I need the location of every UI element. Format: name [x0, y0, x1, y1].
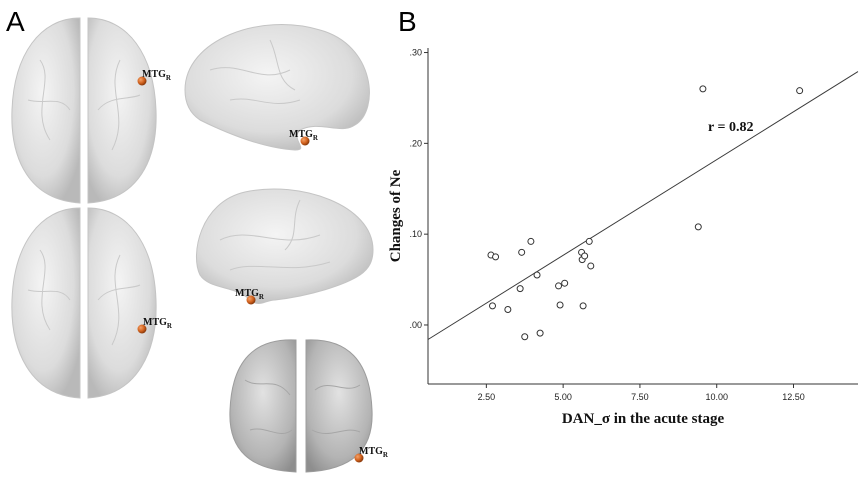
- data-point: [556, 301, 564, 309]
- y-ticks: .00 .10 .20 .30: [409, 48, 428, 330]
- brain-lateral-view: MTGR: [184, 24, 370, 151]
- scatter-plot: 2.50 5.00 7.50 10.00 12.50 .00 .10 .20 .30 r = …: [388, 48, 859, 427]
- mtg-label: MTGR: [143, 317, 173, 330]
- data-point: [555, 282, 563, 290]
- data-point: [581, 252, 589, 260]
- data-point: [492, 253, 500, 261]
- data-point: [536, 329, 544, 337]
- data-point: [504, 306, 512, 314]
- data-point: [587, 262, 595, 270]
- data-point: [579, 302, 587, 310]
- data-point: [521, 333, 529, 341]
- data-point: [585, 237, 593, 245]
- data-point: [527, 237, 535, 245]
- mtg-node: [300, 136, 310, 146]
- brain-dorsal-view: MTGR: [11, 17, 172, 204]
- mtg-label: MTGR: [359, 446, 389, 459]
- mtg-node: [246, 295, 256, 305]
- x-tick-label: 2.50: [478, 392, 496, 402]
- data-points: [487, 85, 804, 341]
- mtg-label: MTGR: [289, 129, 319, 142]
- brain-medial-view: MTGR: [195, 188, 374, 305]
- data-point: [699, 85, 707, 93]
- data-point: [796, 87, 804, 95]
- panel-b-letter: B: [398, 6, 417, 37]
- correlation-annotation: r = 0.82: [708, 120, 753, 135]
- y-tick-label: .10: [409, 229, 422, 239]
- mtg-label: MTGR: [235, 288, 265, 301]
- x-tick-label: 7.50: [631, 392, 649, 402]
- x-tick-label: 10.00: [705, 392, 728, 402]
- data-point: [694, 223, 702, 231]
- brain-posterior-view: MTGR: [229, 339, 389, 473]
- x-tick-label: 12.50: [782, 392, 805, 402]
- data-point: [489, 302, 496, 310]
- mtg-label: MTGR: [142, 69, 172, 82]
- y-tick-label: .20: [409, 138, 422, 148]
- data-point: [518, 248, 526, 256]
- x-ticks: 2.50 5.00 7.50 10.00 12.50: [478, 384, 805, 402]
- data-point: [561, 279, 569, 287]
- mtg-node: [137, 324, 147, 334]
- brain-ventral-view: MTGR: [11, 207, 173, 399]
- y-tick-label: .00: [409, 320, 422, 330]
- y-axis-title: Changes of Ne: [388, 169, 404, 262]
- regression-line: [427, 71, 859, 340]
- panel-a-letter: A: [6, 6, 25, 37]
- x-tick-label: 5.00: [554, 392, 572, 402]
- y-tick-label: .30: [409, 48, 422, 58]
- data-point: [533, 271, 541, 279]
- data-point: [516, 285, 524, 293]
- mtg-node: [137, 76, 147, 86]
- x-axis-title: DAN_σ in the acute stage: [562, 411, 725, 427]
- mtg-node: [354, 453, 364, 463]
